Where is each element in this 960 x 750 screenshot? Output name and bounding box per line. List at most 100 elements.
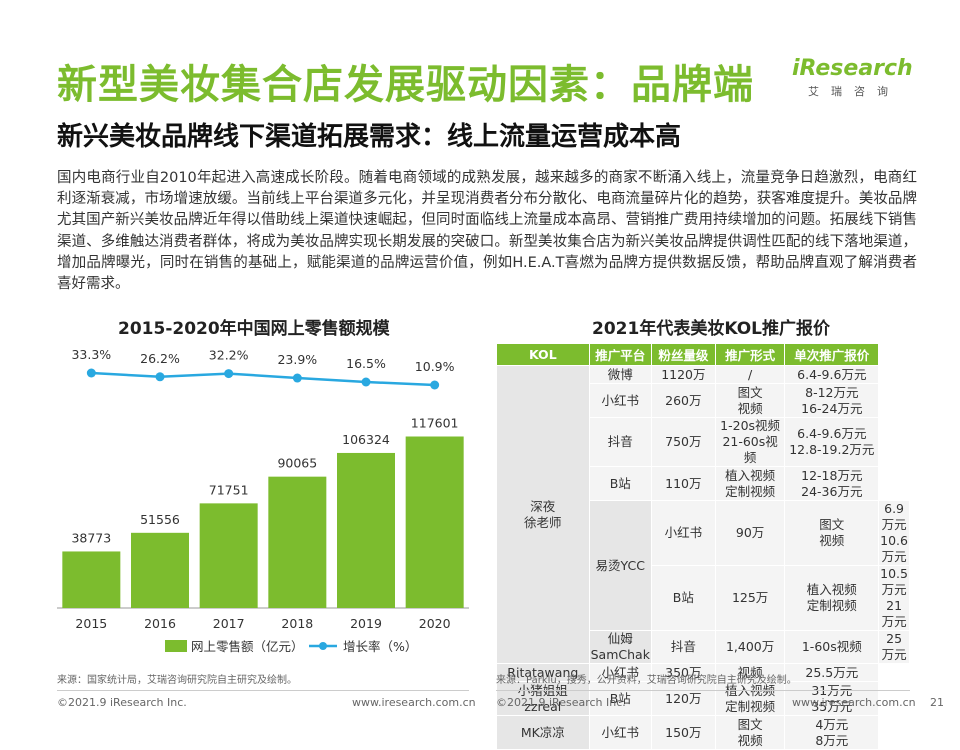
format-cell: 植入视频 定制视频	[714, 681, 786, 716]
fans-cell: 110万	[650, 466, 716, 501]
fans-cell: 260万	[650, 383, 716, 418]
price-cell: 25.5万元	[784, 663, 880, 682]
format-cell: 1-20s视频 21-60s视频	[714, 417, 786, 467]
price-cell: 12-18万元 24-36万元	[784, 466, 880, 501]
x-tick-label: 2017	[213, 616, 245, 631]
price-cell: 6.4-9.6万元	[784, 365, 880, 384]
growth-point	[224, 369, 234, 379]
price-cell: 8-12万元 16-24万元	[784, 383, 880, 418]
platform-cell: 小红书	[588, 663, 652, 682]
price-cell: 10.5万元 21万元	[878, 565, 910, 631]
kol-name: 仙姆SamChak	[588, 630, 652, 664]
fans-cell: 120万	[650, 681, 716, 716]
kol-name: MK凉凉	[496, 715, 590, 750]
bar-value-label: 90065	[277, 456, 317, 471]
platform-cell: 微博	[588, 365, 652, 384]
legend-line-marker	[319, 642, 327, 650]
growth-point	[430, 380, 440, 390]
fans-cell: 1,400万	[714, 630, 786, 664]
header-price: 单次推广报价	[784, 343, 880, 366]
growth-point	[86, 368, 96, 378]
price-cell: 6.4-9.6万元 12.8-19.2万元	[784, 417, 880, 467]
footer-copyright-left: ©2021.9 iResearch Inc.	[57, 696, 187, 709]
page-title: 新型美妆集合店发展驱动因素：品牌端	[57, 62, 754, 108]
format-cell: /	[714, 365, 786, 384]
growth-value-label: 16.5%	[346, 356, 386, 371]
platform-cell: 小红书	[588, 383, 652, 418]
iresearch-logo: iResearch 艾瑞咨询	[792, 56, 913, 99]
bar-value-label: 51556	[140, 512, 180, 527]
fans-cell: 350万	[650, 663, 716, 682]
kol-name: 易烫YCC	[588, 500, 652, 631]
format-cell: 1-60s视频	[784, 630, 880, 664]
chart-title: 2015-2020年中国网上零售额规模	[118, 319, 390, 339]
footer-copyright-right: ©2021.9 iResearch Inc.	[496, 696, 626, 709]
table-header-row: KOL 推广平台 粉丝量级 推广形式 单次推广报价	[496, 343, 910, 366]
format-cell: 视频	[714, 663, 786, 682]
source-right: 来源：Parklu，搜秀，公开资料，艾瑞咨询研究院自主研究及绘制。	[496, 675, 797, 686]
fans-cell: 90万	[714, 500, 786, 566]
legend-bar-swatch	[165, 640, 187, 652]
growth-point	[155, 372, 165, 382]
header-platform: 推广平台	[588, 343, 652, 366]
platform-cell: 抖音	[588, 417, 652, 467]
format-cell: 图文 视频	[784, 500, 880, 566]
retail-chart: 38773 2015 51556 2016 71751 2017 90065 2018 1063…	[57, 347, 469, 654]
bar	[199, 503, 258, 608]
growth-value-label: 26.2%	[140, 351, 180, 366]
fans-cell: 750万	[650, 417, 716, 467]
intro-paragraph: 国内电商行业自2010年起进入高速成长阶段。随着电商领域的成熟发展，越来越多的商…	[57, 170, 917, 293]
page-subtitle: 新兴美妆品牌线下渠道拓展需求：线上流量运营成本高	[57, 122, 682, 152]
platform-cell: B站	[650, 565, 716, 631]
price-cell: 4万元 8万元	[784, 715, 880, 750]
fans-cell: 125万	[714, 565, 786, 631]
growth-value-label: 23.9%	[277, 352, 317, 367]
x-tick-label: 2018	[281, 616, 313, 631]
logo-text: iResearch	[792, 56, 913, 81]
kol-name: 深夜 徐老师	[496, 365, 590, 664]
x-tick-label: 2019	[350, 616, 382, 631]
platform-cell: 小红书	[588, 715, 652, 750]
growth-value-label: 33.3%	[71, 347, 111, 362]
format-cell: 植入视频 定制视频	[714, 466, 786, 501]
bar	[131, 532, 189, 608]
platform-cell: 小红书	[650, 500, 716, 566]
footer-divider-right	[496, 690, 910, 691]
bar-value-label: 117601	[411, 415, 459, 430]
bar	[337, 452, 395, 608]
platform-cell: 抖音	[650, 630, 716, 664]
growth-line	[91, 371, 435, 387]
bar-value-label: 38773	[71, 530, 111, 545]
legend-line-label: 增长率（%）	[343, 639, 417, 654]
growth-value-label: 32.2%	[209, 348, 249, 363]
table-title: 2021年代表美妆KOL推广报价	[592, 319, 831, 339]
growth-point	[361, 377, 371, 387]
fans-cell: 150万	[650, 715, 716, 750]
price-cell: 31万元 35万元	[784, 681, 880, 716]
bar	[268, 476, 327, 608]
fans-cell: 1120万	[650, 365, 716, 384]
header-format: 推广形式	[714, 343, 786, 366]
platform-cell: B站	[588, 681, 652, 716]
legend-bar-label: 网上零售额（亿元）	[191, 639, 304, 654]
kol-name: 小猪姐姐 zzreal	[496, 681, 590, 716]
growth-value-label: 10.9%	[415, 359, 455, 374]
x-tick-label: 2020	[419, 616, 451, 631]
format-cell: 图文 视频	[714, 715, 786, 750]
footer-divider-left	[57, 690, 469, 691]
bar	[405, 436, 464, 608]
footer-url-left: www.iresearch.com.cn	[352, 696, 476, 709]
footer-url-right: www.iresearch.com.cn	[792, 696, 916, 709]
header-fans: 粉丝量级	[650, 343, 716, 366]
x-tick-label: 2016	[144, 616, 176, 631]
header-kol: KOL	[496, 343, 590, 366]
platform-cell: B站	[588, 466, 652, 501]
source-left: 来源：国家统计局，艾瑞咨询研究院自主研究及绘制。	[57, 675, 297, 686]
price-cell: 6.9万元 10.6万元	[878, 500, 910, 566]
bar-value-label: 106324	[342, 432, 390, 447]
x-tick-label: 2015	[75, 616, 107, 631]
bar-value-label: 71751	[209, 482, 249, 497]
format-cell: 植入视频 定制视频	[784, 565, 880, 631]
kol-price-table: KOL 推广平台 粉丝量级 推广形式 单次推广报价 深夜 徐老师 微博 1120…	[496, 343, 910, 750]
format-cell: 图文 视频	[714, 383, 786, 418]
